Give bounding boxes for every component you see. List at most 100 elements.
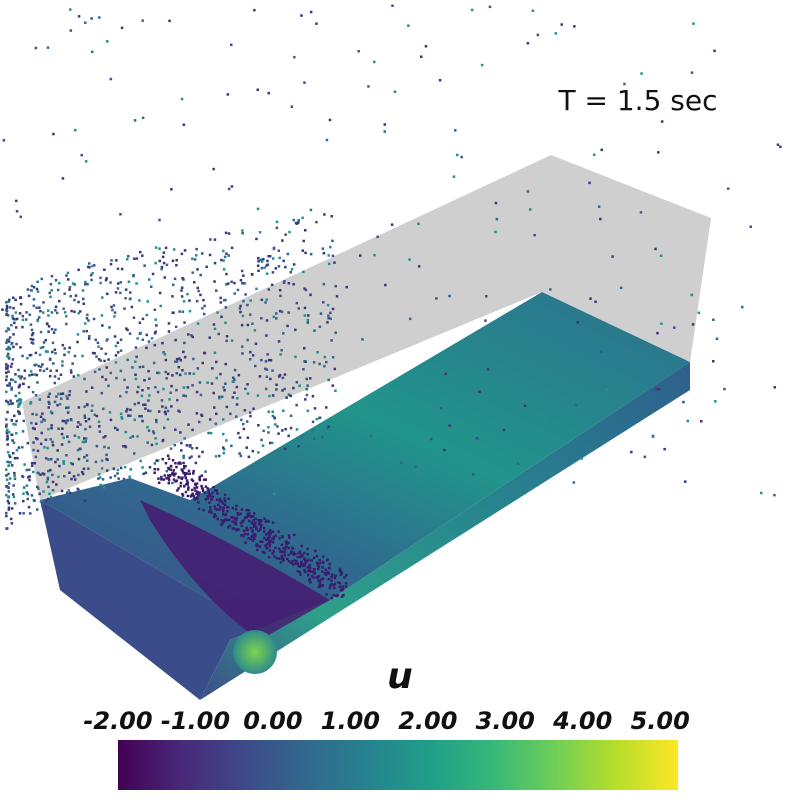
particle (12, 484, 15, 487)
particle (18, 403, 22, 406)
particle (6, 352, 10, 356)
particle (333, 586, 336, 590)
particle (306, 566, 310, 569)
particle (101, 296, 104, 299)
particle (40, 277, 43, 281)
particle (242, 529, 246, 533)
particle (231, 396, 235, 399)
particle (264, 360, 268, 363)
particle (104, 435, 107, 438)
particle (109, 281, 112, 284)
particle (301, 553, 304, 556)
particle (208, 510, 211, 514)
particle (325, 360, 328, 364)
particle (5, 330, 8, 333)
particle (124, 288, 128, 291)
particle (478, 390, 481, 393)
particle (139, 459, 142, 463)
particle (175, 264, 178, 267)
particle (141, 365, 145, 368)
particle (183, 485, 186, 488)
particle (140, 415, 143, 418)
particle (164, 246, 168, 250)
particle (280, 543, 284, 546)
particle (5, 511, 8, 515)
particle (47, 458, 50, 461)
particle (265, 319, 269, 322)
particle (172, 248, 176, 251)
particle (47, 427, 50, 431)
particle (279, 294, 282, 298)
particle (108, 411, 112, 414)
particle (9, 306, 12, 309)
particle (104, 352, 108, 356)
colorbar-tick-label: 2.00 (398, 707, 457, 735)
particle (11, 452, 15, 455)
particle (198, 478, 202, 482)
particle (10, 418, 13, 422)
particle (300, 560, 303, 563)
particle (271, 410, 274, 413)
particle (43, 419, 46, 422)
particle (266, 542, 269, 545)
particle (223, 497, 226, 500)
particle (183, 464, 186, 468)
particle (187, 333, 190, 336)
particle (278, 256, 281, 260)
particle (257, 424, 260, 427)
particle (27, 294, 31, 298)
particle (179, 481, 183, 485)
particle (52, 331, 56, 334)
particle (206, 495, 210, 498)
particle (241, 229, 244, 232)
particle (257, 523, 261, 526)
particle (304, 398, 307, 401)
particle (227, 497, 230, 500)
particle (197, 289, 200, 293)
particle (86, 459, 89, 462)
particle (135, 282, 138, 285)
particle (17, 368, 20, 372)
particle (211, 491, 214, 495)
particle (227, 526, 230, 529)
particle (316, 351, 319, 354)
particle (420, 55, 423, 58)
particle (214, 489, 217, 492)
particle (174, 462, 177, 465)
fluid-top (40, 292, 690, 600)
particle (271, 521, 275, 524)
particle (630, 450, 633, 454)
particle (315, 561, 319, 565)
particle (70, 371, 73, 374)
particle (12, 441, 16, 444)
particle (49, 468, 52, 472)
particle (59, 392, 63, 396)
particle (31, 342, 35, 345)
particle (714, 400, 717, 403)
particle (357, 50, 360, 53)
particle (306, 318, 310, 322)
particle (41, 363, 44, 366)
particle (186, 386, 190, 389)
particle (21, 430, 25, 433)
particle (240, 418, 243, 422)
particle (223, 503, 227, 506)
particle (330, 579, 333, 582)
particle (212, 167, 215, 171)
particle (30, 333, 34, 337)
particle (249, 526, 253, 530)
particle (120, 416, 123, 419)
particle (313, 568, 316, 571)
particle (287, 534, 291, 537)
colorbar-tick-label: 1.00 (321, 707, 380, 735)
particle (599, 217, 602, 221)
particle (131, 366, 134, 369)
particle (324, 568, 328, 571)
particle (173, 443, 176, 447)
particle (531, 9, 535, 12)
particle (82, 302, 85, 305)
particle (194, 489, 197, 492)
particle (41, 502, 44, 505)
container-wall (22, 155, 711, 500)
particle (26, 288, 30, 291)
